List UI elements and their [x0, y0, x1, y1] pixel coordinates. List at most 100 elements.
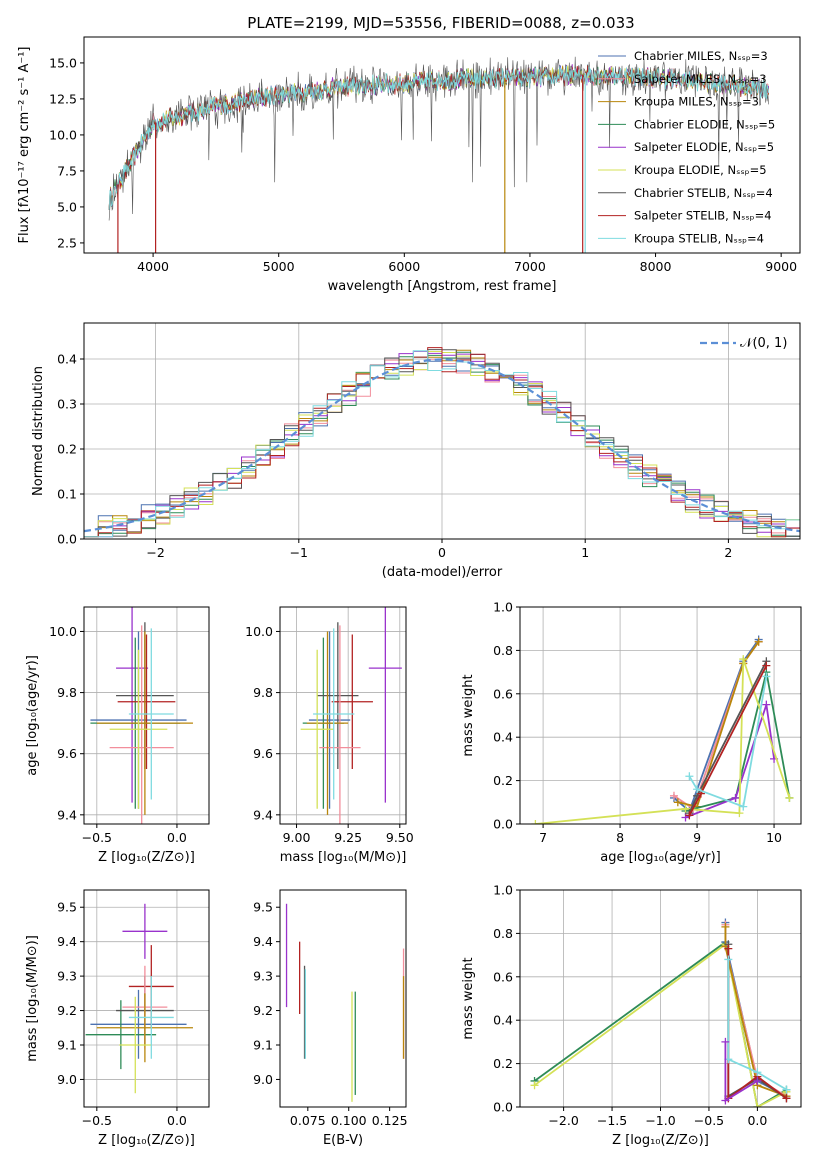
x-tick-label: −2 — [146, 545, 164, 560]
point-marker — [754, 637, 763, 646]
point-marker — [782, 1085, 791, 1094]
y-tick-label: 0.0 — [493, 1100, 513, 1115]
x-tick-label: 9000 — [765, 259, 797, 274]
y-tick-label: 2.5 — [57, 235, 77, 250]
legend-label: Chabrier STELIB, Nₛₛₚ=4 — [634, 186, 773, 200]
axes-frame — [519, 606, 802, 825]
y-tick-label: 9.4 — [57, 807, 77, 822]
y-axis-label: mass [log₁₀(M/M⊙)] — [25, 935, 40, 1062]
x-axis-label: Z [log₁₀(Z/Z⊙)] — [612, 1133, 709, 1148]
x-tick-label: 9.25 — [334, 830, 362, 845]
x-tick-label: 0.075 — [290, 1113, 326, 1128]
plot-area — [530, 918, 791, 1107]
y-tick-label: 9.0 — [253, 1072, 273, 1087]
legend-label: Chabrier MILES, Nₛₛₚ=3 — [634, 49, 768, 63]
spectrum-line — [108, 56, 769, 221]
point-marker — [735, 809, 744, 818]
weight-line — [685, 704, 775, 819]
y-tick-label: 10.0 — [49, 127, 77, 142]
y-tick-label: 9.0 — [57, 1072, 77, 1087]
y-axis-label: Normed distribution — [31, 366, 46, 496]
legend-label: Chabrier ELODIE, Nₛₛₚ=5 — [634, 117, 775, 131]
y-axis-label: age [log₁₀(age/yr)] — [25, 655, 40, 776]
point-marker — [724, 955, 733, 964]
point-marker — [739, 655, 748, 664]
y-tick-label: 0.8 — [493, 926, 513, 941]
point-marker — [724, 944, 733, 953]
x-tick-label: 10 — [766, 830, 782, 845]
x-tick-label: −1.0 — [645, 1113, 675, 1128]
y-tick-label: 0.0 — [57, 532, 77, 547]
point-marker — [685, 811, 694, 820]
y-tick-label: 0.0 — [493, 817, 513, 832]
point-marker — [721, 1037, 730, 1046]
weight-line — [688, 676, 768, 808]
x-tick-label: 7000 — [514, 259, 546, 274]
legend-label: Kroupa ELODIE, Nₛₛₚ=5 — [634, 163, 767, 177]
spectrum-line — [108, 65, 769, 210]
x-tick-label: −0.5 — [694, 1113, 724, 1128]
panel-3: −0.5 0.0 9.4 9.6 9.8 10.0 Z [log₁₀(Z/Z⊙)] age [… — [25, 606, 210, 865]
weight-line — [673, 638, 760, 813]
plot-area — [85, 903, 193, 1094]
y-tick-label: 9.2 — [57, 1003, 77, 1018]
weight-line — [724, 926, 787, 1098]
y-tick-label: 0.4 — [493, 1013, 513, 1028]
x-axis-label: (data-model)/error — [382, 565, 503, 580]
y-tick-label: 9.4 — [253, 934, 273, 949]
chart-title: PLATE=2199, MJD=53556, FIBERID=0088, z=0… — [247, 14, 634, 32]
y-tick-label: 9.3 — [57, 969, 77, 984]
x-tick-label: 0.0 — [747, 1113, 767, 1128]
y-tick-label: 9.4 — [57, 934, 77, 949]
y-tick-label: 0.2 — [493, 773, 513, 788]
y-tick-label: 0.4 — [57, 352, 77, 367]
x-tick-label: 0.100 — [331, 1113, 367, 1128]
y-tick-label: 15.0 — [49, 55, 77, 70]
y-tick-label: 9.5 — [253, 900, 273, 915]
x-tick-label: −0.5 — [82, 830, 112, 845]
x-axis-label: age [log₁₀(age/yr)] — [600, 850, 721, 865]
x-tick-label: 0.125 — [372, 1113, 408, 1128]
x-tick-label: −1 — [290, 545, 308, 560]
y-tick-label: 7.5 — [57, 163, 77, 178]
panel-5: 7 8 9 10 0.0 0.2 0.4 0.6 0.8 1.0 age [log₁₀(age/yr… — [461, 600, 802, 865]
weight-line — [535, 658, 791, 824]
x-tick-label: 5000 — [263, 259, 295, 274]
x-tick-label: 0 — [438, 545, 446, 560]
x-tick-label: 7 — [539, 830, 547, 845]
legend: Chabrier MILES, Nₛₛₚ=3 Salpeter MILES, Nₛ… — [598, 49, 775, 245]
residual-histogram — [84, 347, 800, 538]
point-marker — [762, 672, 771, 681]
panel-2: −2 −1 0 1 2 0.0 0.1 0.2 0.3 0.4 (data-model)/error… — [31, 322, 801, 580]
x-tick-label: 0.0 — [167, 830, 187, 845]
y-tick-label: 5.0 — [57, 199, 77, 214]
plot-area — [84, 347, 800, 538]
point-marker — [721, 922, 730, 931]
y-tick-label: 0.2 — [57, 442, 77, 457]
weight-line — [724, 1041, 758, 1103]
x-tick-label: −1.5 — [597, 1113, 627, 1128]
y-tick-label: 9.3 — [253, 969, 273, 984]
y-tick-label: 9.8 — [57, 685, 77, 700]
x-tick-label: 6000 — [388, 259, 420, 274]
point-marker — [731, 793, 740, 802]
legend: 𝒩(0, 1) — [700, 336, 787, 351]
x-axis-label: mass [log₁₀(M/M⊙)] — [280, 850, 407, 865]
x-tick-label: 9.00 — [283, 830, 311, 845]
legend-label: Salpeter ELODIE, Nₛₛₚ=5 — [634, 140, 774, 154]
legend-label: Salpeter STELIB, Nₛₛₚ=4 — [634, 209, 772, 223]
point-marker — [530, 1081, 539, 1090]
y-tick-label: 0.6 — [493, 969, 513, 984]
y-tick-label: 12.5 — [49, 91, 77, 106]
legend-label: 𝒩(0, 1) — [740, 336, 787, 351]
y-tick-label: 9.8 — [253, 685, 273, 700]
y-tick-label: 9.6 — [57, 746, 77, 761]
x-axis-label: Z [log₁₀(Z/Z⊙)] — [98, 1133, 195, 1148]
axes-frame — [83, 889, 210, 1108]
x-tick-label: 9 — [693, 830, 701, 845]
point-marker — [753, 1103, 762, 1107]
y-tick-label: 10.0 — [49, 624, 77, 639]
x-tick-label: 9.50 — [386, 830, 414, 845]
x-axis-label: E(B-V) — [323, 1133, 363, 1148]
point-marker — [681, 804, 690, 813]
